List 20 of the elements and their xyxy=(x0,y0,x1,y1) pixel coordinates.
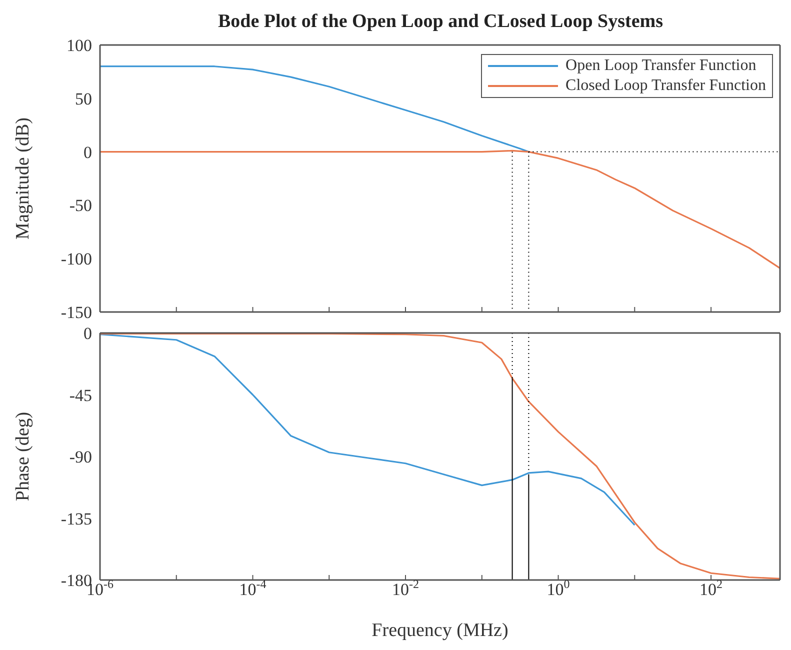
x-tick-label: 10$^{-2}$ xyxy=(392,577,420,599)
y-tick-label: 0 xyxy=(84,324,92,344)
y-tick-label: -100 xyxy=(60,250,92,269)
x-axis-title: Frequency (MHz) xyxy=(372,620,508,641)
x-tick-label: 10$^{-4}$ xyxy=(239,577,266,599)
legend-label: Closed Loop Transfer Function xyxy=(566,76,766,96)
y-tick-label: 100 xyxy=(66,36,92,56)
y-tick-label: -135 xyxy=(60,509,92,528)
y-tick-label: 0 xyxy=(84,142,92,162)
y-tick-label: -45 xyxy=(69,386,92,405)
legend-label: Open Loop Transfer Function xyxy=(566,56,756,76)
y-tick-label: -150 xyxy=(60,303,92,322)
y-tick-label: -50 xyxy=(69,196,92,216)
y-tick-label: -90 xyxy=(69,448,92,467)
chart-title: Bode Plot of the Open Loop and CLosed Loop Systems xyxy=(217,10,664,34)
y-tick-label: 50 xyxy=(75,89,92,108)
y-axis-title: Magnitude (dB) xyxy=(12,118,34,240)
x-tick-label: 10$^{2}$ xyxy=(700,577,723,599)
x-tick-label: 10$^{0}$ xyxy=(546,577,570,599)
y-axis-title: Phase (deg) xyxy=(12,412,34,502)
